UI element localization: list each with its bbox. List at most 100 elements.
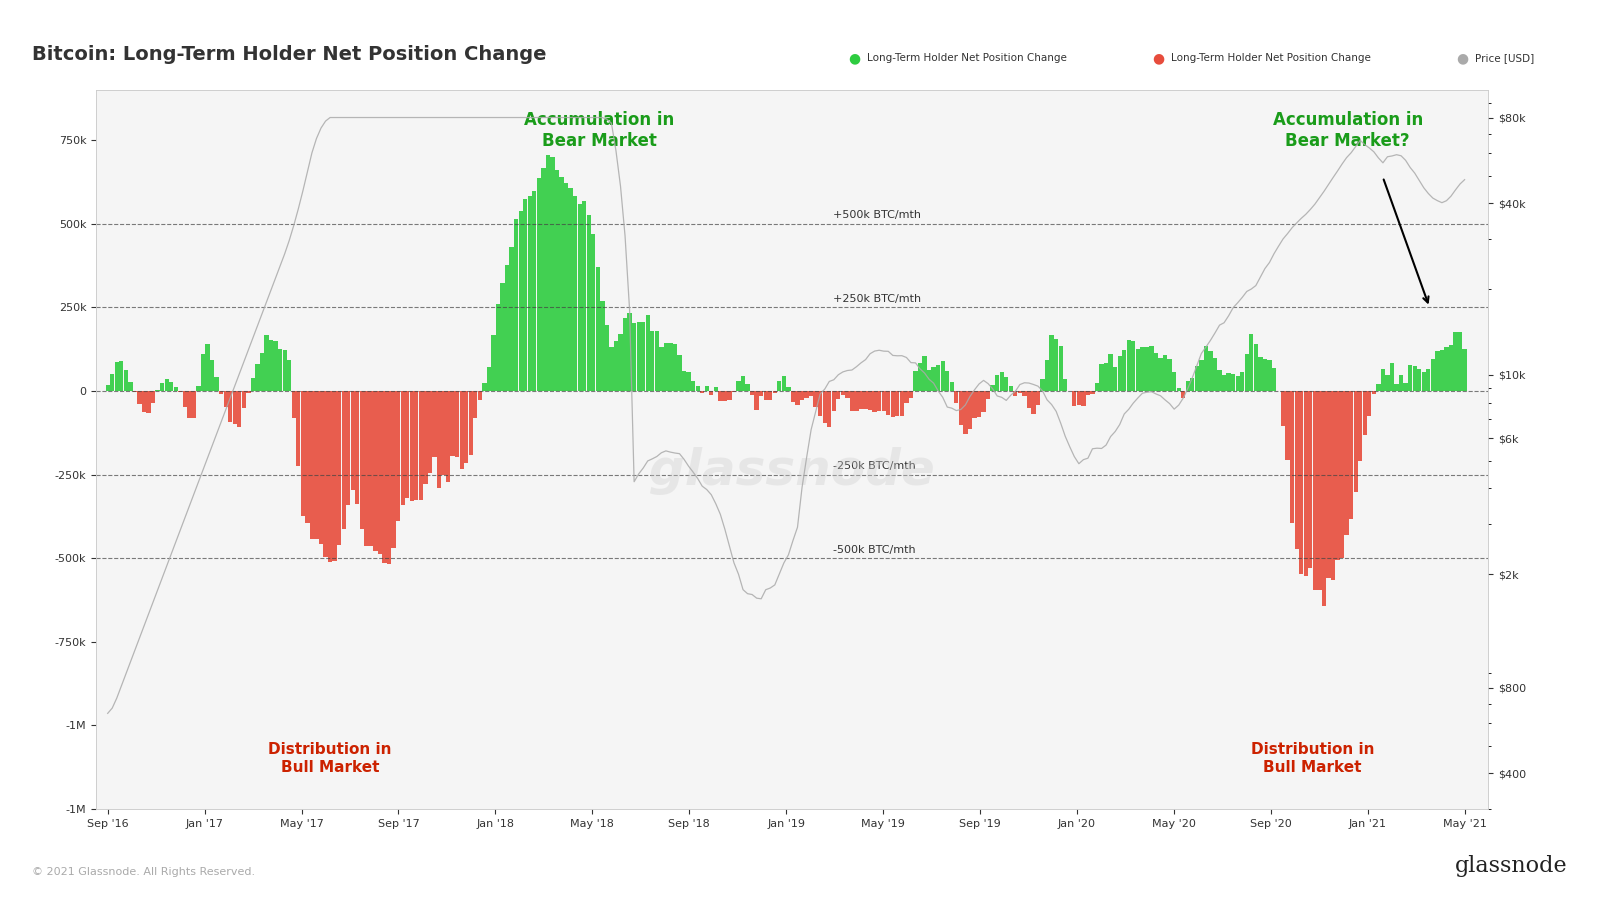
Bar — [1203, 346, 1208, 391]
Bar — [1272, 368, 1277, 391]
Bar — [274, 342, 278, 391]
Bar — [1208, 351, 1213, 391]
Bar — [442, 391, 446, 475]
Bar — [142, 391, 146, 412]
Text: Accumulation in
Bear Market?: Accumulation in Bear Market? — [1272, 111, 1422, 150]
Bar — [850, 391, 854, 411]
Bar — [731, 391, 736, 392]
Bar — [654, 331, 659, 391]
Bar — [251, 378, 254, 391]
Bar — [224, 391, 227, 406]
Bar — [1122, 351, 1126, 391]
Bar — [677, 355, 682, 391]
Bar — [859, 391, 862, 409]
Bar — [1371, 391, 1376, 394]
Bar — [482, 383, 486, 391]
Bar — [990, 385, 995, 391]
Bar — [323, 391, 328, 557]
Bar — [568, 188, 573, 391]
Bar — [650, 331, 654, 391]
Bar — [229, 391, 232, 422]
Bar — [536, 178, 541, 391]
Bar — [926, 369, 931, 391]
Bar — [1390, 363, 1394, 391]
Bar — [1186, 381, 1190, 391]
Bar — [946, 370, 949, 391]
Bar — [750, 391, 754, 395]
Bar — [1422, 371, 1426, 391]
Text: glassnode: glassnode — [1456, 855, 1568, 877]
Bar — [818, 391, 822, 415]
Bar — [486, 368, 491, 391]
Bar — [1158, 358, 1163, 391]
Bar — [541, 168, 546, 391]
Bar — [1426, 369, 1430, 391]
Bar — [437, 391, 442, 488]
Bar — [1077, 391, 1082, 405]
Bar — [669, 343, 672, 391]
Text: -500k BTC/mth: -500k BTC/mth — [834, 545, 915, 555]
Bar — [496, 305, 501, 391]
Bar — [232, 391, 237, 423]
Bar — [365, 391, 368, 546]
Bar — [786, 387, 790, 391]
Bar — [1317, 391, 1322, 590]
Bar — [1054, 339, 1058, 391]
Bar — [758, 391, 763, 396]
Bar — [877, 391, 882, 411]
Bar — [278, 349, 282, 391]
Bar — [459, 391, 464, 469]
Bar — [1299, 391, 1304, 574]
Bar — [909, 391, 914, 398]
Bar — [1235, 376, 1240, 391]
Bar — [891, 391, 894, 417]
Bar — [165, 379, 170, 391]
Bar — [419, 391, 422, 500]
Bar — [1462, 349, 1467, 391]
Bar — [237, 391, 242, 427]
Bar — [546, 155, 550, 391]
Bar — [1190, 378, 1195, 391]
Bar — [368, 391, 373, 546]
Bar — [264, 334, 269, 391]
Bar — [1358, 391, 1362, 461]
Bar — [578, 204, 582, 391]
Bar — [1254, 343, 1258, 391]
Bar — [1126, 340, 1131, 391]
Bar — [1339, 391, 1344, 557]
Bar — [1181, 391, 1186, 397]
Bar — [1312, 391, 1317, 590]
Bar — [723, 391, 726, 401]
Bar — [632, 323, 637, 391]
Bar — [958, 391, 963, 424]
Bar — [1109, 354, 1112, 391]
Bar — [306, 391, 309, 523]
Bar — [1059, 346, 1062, 391]
Bar — [1430, 360, 1435, 391]
Bar — [1453, 332, 1458, 391]
Bar — [1094, 383, 1099, 391]
Bar — [301, 391, 306, 516]
Bar — [867, 391, 872, 410]
Bar — [1250, 334, 1253, 391]
Bar — [533, 191, 536, 391]
Bar — [355, 391, 360, 504]
Bar — [1344, 391, 1349, 535]
Bar — [1045, 360, 1050, 391]
Text: Distribution in
Bull Market: Distribution in Bull Market — [1251, 743, 1374, 775]
Bar — [392, 391, 395, 548]
Bar — [187, 391, 192, 418]
Bar — [410, 391, 414, 501]
Bar — [768, 391, 773, 400]
Bar — [805, 391, 808, 398]
Bar — [210, 360, 214, 391]
Bar — [736, 380, 741, 391]
Bar — [1336, 391, 1339, 560]
Bar — [995, 375, 1000, 391]
Bar — [610, 347, 613, 391]
Bar — [333, 391, 336, 561]
Bar — [622, 317, 627, 391]
Bar — [918, 363, 922, 391]
Text: ●: ● — [848, 51, 861, 66]
Bar — [214, 377, 219, 391]
